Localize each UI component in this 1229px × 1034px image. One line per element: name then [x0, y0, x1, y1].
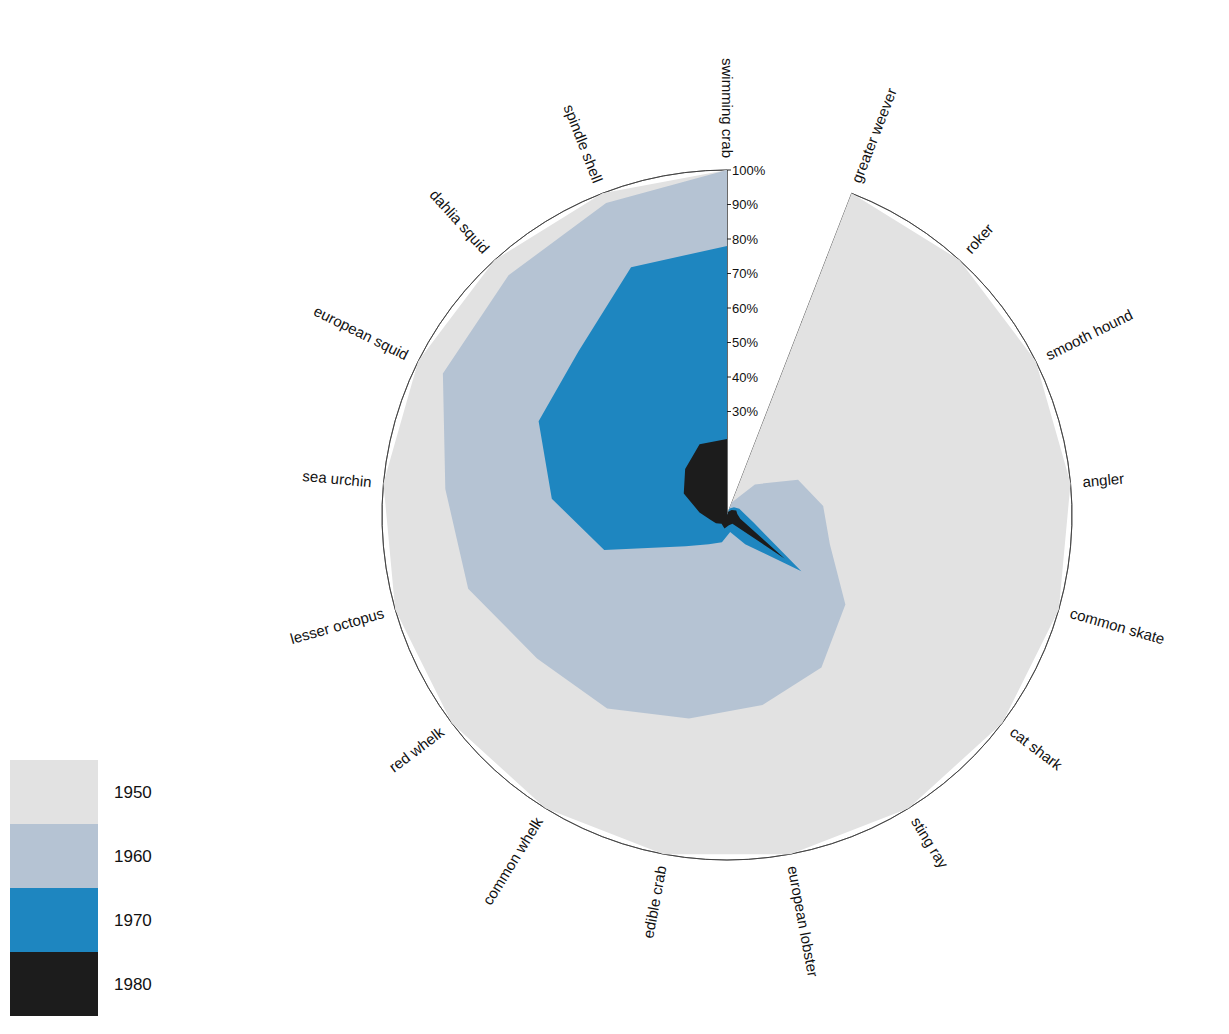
category-label: cat shark [1007, 723, 1066, 774]
category-label: european squid [311, 302, 411, 363]
tick-label: 80% [732, 232, 758, 247]
category-label: sea urchin [302, 467, 372, 490]
category-label: roker [961, 220, 997, 257]
category-label: european lobster [784, 864, 821, 978]
category-label: angler [1082, 469, 1125, 490]
tick-label: 60% [732, 301, 758, 316]
legend-swatch [10, 824, 98, 888]
tick [727, 308, 731, 309]
category-label: swimming crab [719, 58, 736, 158]
category-label: red whelk [386, 723, 448, 776]
tick [727, 411, 731, 412]
tick-label: 50% [732, 335, 758, 350]
plot: 30% 40% 50% 60% 70% 80% 90% 100% greater weever r… [288, 58, 1166, 978]
tick [727, 377, 731, 378]
legend-label: 1960 [114, 847, 152, 866]
category-label: greater weever [848, 86, 900, 185]
category-label: lesser octopus [288, 604, 386, 647]
tick-label: 40% [732, 370, 758, 385]
legend: 1950 1960 1970 1980 [10, 760, 152, 1016]
area-1970 [539, 246, 802, 571]
category-label: dahlia squid [426, 186, 493, 257]
category-labels: greater weever roker smooth hound angler com… [288, 58, 1166, 978]
legend-label: 1950 [114, 783, 152, 802]
tick [727, 239, 731, 240]
area-1960 [443, 170, 846, 718]
legend-label: 1970 [114, 911, 152, 930]
legend-swatch [10, 760, 98, 824]
tick-label: 70% [732, 266, 758, 281]
tick-label: 90% [732, 197, 758, 212]
legend-swatch [10, 888, 98, 952]
category-label: sting ray [908, 814, 953, 872]
legend-label: 1980 [114, 975, 152, 994]
category-label: common skate [1068, 604, 1166, 647]
tick-label: 30% [732, 404, 758, 419]
area-1980 [684, 439, 785, 559]
tick [727, 170, 731, 171]
chart: 30% 40% 50% 60% 70% 80% 90% 100% greater weever r… [0, 0, 1229, 1034]
legend-swatch [10, 952, 98, 1016]
tick [727, 204, 731, 205]
category-label: smooth hound [1043, 306, 1136, 364]
grid [382, 170, 1072, 860]
category-label: edible crab [639, 864, 669, 939]
grid-ring [382, 170, 1072, 860]
category-label: spindle shell [561, 102, 607, 185]
tick-label: 100% [732, 163, 766, 178]
category-label: common whelk [479, 814, 546, 908]
tick [727, 273, 731, 274]
marks [383, 170, 1070, 854]
tick [727, 342, 731, 343]
area-1950 [383, 170, 1070, 854]
